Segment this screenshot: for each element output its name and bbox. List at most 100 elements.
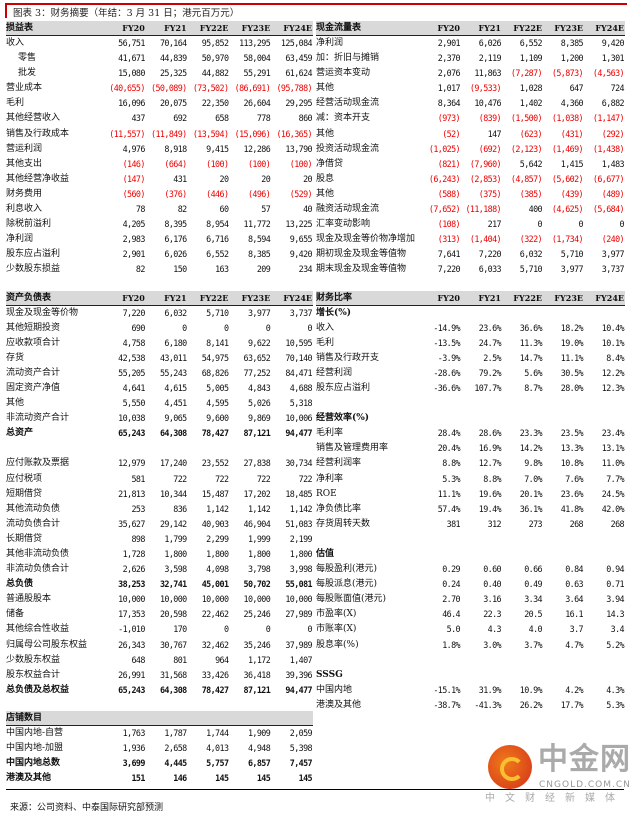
cell-value: 70,164	[159, 38, 187, 48]
divider	[6, 789, 624, 790]
table-row: 应收款项合计 4,758 6,180 8,141 9,622 10,595	[6, 336, 313, 351]
cell-value: 44,839	[159, 53, 187, 64]
cell-value: 253	[131, 503, 145, 514]
table-row: 股息率(%) 1.8% 3.0% 3.7% 4.7% 5.2%	[316, 638, 625, 653]
spacer	[6, 278, 313, 291]
cell-value: 648	[131, 654, 145, 665]
row-label: 减：资本开支	[316, 113, 371, 124]
cell-value: 9,415	[206, 143, 229, 154]
table-row: 非流动资产合计 10,038 9,065 9,600 9,869 10,006	[6, 411, 313, 426]
logo-name: 中金网	[538, 742, 631, 777]
cell-value: (1,025)	[428, 143, 461, 154]
table-row: 总负债及总权益 65,243 64,308 78,427 87,121 94,477	[6, 683, 313, 698]
cell-value	[543, 411, 584, 426]
row-label: 股东应占溢利	[6, 249, 61, 260]
cell-value: 7,220	[437, 264, 461, 275]
table-row: 增长(%)	[316, 306, 625, 321]
row-label: 收入	[6, 38, 25, 48]
cell-value: 18.2%	[560, 322, 584, 333]
column-header	[229, 711, 271, 725]
cell-value: 13,225	[285, 219, 312, 230]
cell-value: (2,853)	[469, 173, 502, 184]
cell-value: (1,438)	[592, 143, 625, 154]
cell-value: 3,699	[122, 758, 146, 769]
row-label: 销售及管理费用率	[316, 443, 389, 454]
cell-value: 3.4	[610, 624, 625, 635]
cell-value	[543, 306, 584, 321]
cell-value: (431)	[560, 128, 584, 139]
column-header: FY21	[164, 23, 187, 33]
cell-value: 15,080	[118, 68, 145, 79]
cell-value: 10,000	[285, 594, 312, 605]
row-label: 净负债比率	[316, 503, 362, 514]
cell-value: 20	[219, 173, 229, 184]
row-label: 港澳及其他	[6, 773, 52, 784]
cell-value: 94,477	[285, 428, 312, 439]
row-label: 其他非流动负债	[6, 549, 70, 559]
row-label: 其他短期投资	[6, 322, 61, 333]
cell-value: (6,243)	[428, 173, 461, 184]
cell-value: 8,594	[247, 234, 271, 245]
row-label: 其他流动负债	[6, 503, 61, 514]
cell-value: 4,641	[122, 382, 146, 393]
table-row: 少数股东损益 82 150 163 209 234	[6, 262, 313, 277]
row-label: 其他	[316, 128, 335, 139]
cell-value: 87,121	[243, 684, 271, 695]
cell-value: 26,604	[243, 98, 271, 109]
table-row: 零售 41,671 44,839 50,970 58,004 63,459	[6, 51, 313, 66]
cell-value: 147	[487, 128, 502, 139]
figure-title: 图表 3：财务摘要（年结：3 月 31 日；港元百万元）	[13, 8, 240, 19]
table-row: 其他支出 (146) (664) (100) (100) (100)	[6, 157, 313, 172]
cell-value: 1.8%	[442, 639, 460, 650]
cell-value: (322)	[519, 234, 543, 245]
cell-value: 20,598	[159, 609, 187, 620]
cell-value: 41.8%	[560, 503, 584, 514]
cell-value: 29,295	[285, 98, 312, 109]
cell-value: 9.8%	[524, 458, 542, 469]
row-label: 净利润	[6, 234, 34, 245]
cell-value: 58,004	[243, 53, 271, 64]
column-header: FY20	[437, 292, 460, 303]
cell-value: 63,459	[285, 53, 312, 64]
cell-value: 5,398	[289, 743, 313, 754]
cell-value: 6,180	[164, 337, 187, 348]
table-row: 汇率变动影响 (108) 217 0 0 0	[316, 217, 625, 232]
row-label: 毛利	[6, 98, 25, 109]
cell-value: 18,485	[285, 488, 312, 499]
cell-value: 51,083	[285, 518, 312, 529]
table-header: 店铺数目	[6, 710, 313, 726]
cell-value: (9,533)	[469, 83, 502, 94]
row-label: 投资活动现金流	[316, 143, 380, 154]
cell-value: (1,404)	[469, 234, 502, 245]
cell-value	[461, 547, 502, 562]
cell-value	[584, 306, 625, 321]
column-header: FY20	[437, 23, 460, 33]
cell-value: 12,979	[118, 458, 145, 469]
cell-value: (446)	[206, 188, 229, 199]
table-row: 营业成本 (40,655) (50,089) (73,502) (86,691) (95,…	[6, 81, 313, 96]
cell-value: 4,451	[164, 398, 187, 409]
row-label: 其他	[316, 188, 335, 199]
table-row: 其他流动负债 253 836 1,142 1,142 1,142	[6, 502, 313, 517]
cell-value: 8,918	[164, 143, 187, 154]
cell-value: (50,089)	[151, 83, 187, 94]
cell-value: 68,826	[201, 367, 229, 378]
cell-value: 31,568	[159, 669, 187, 680]
cell-value: 28.0%	[560, 382, 584, 393]
cell-value: (1,734)	[551, 234, 584, 245]
cell-value: 6,176	[164, 234, 187, 245]
cell-value: 1,800	[247, 549, 271, 559]
table-row: 应付账款及票据 12,979 17,240 23,552 27,838 30,734	[6, 456, 313, 471]
cell-value: 692	[173, 113, 187, 124]
table-header: 现金流量表 FY20 FY21 FY22E FY23E FY24E	[316, 21, 625, 36]
table-header: 财务比率 FY20 FY21 FY22E FY23E FY24E	[316, 290, 625, 306]
cell-value: 1,407	[289, 654, 313, 665]
cell-value: 150	[173, 264, 187, 275]
table-row: 营运资本变动 2,076 11,863 (7,287) (5,873) (4,563)	[316, 66, 625, 81]
cell-value: 25,325	[159, 68, 187, 79]
row-label: 市账率(X)	[316, 624, 357, 635]
cell-value: 3,798	[247, 564, 271, 575]
table-row: 存货周转天数 381 312 273 268 268	[316, 517, 625, 532]
cell-value: 3,598	[164, 564, 187, 575]
cell-value: 107.7%	[474, 382, 501, 393]
